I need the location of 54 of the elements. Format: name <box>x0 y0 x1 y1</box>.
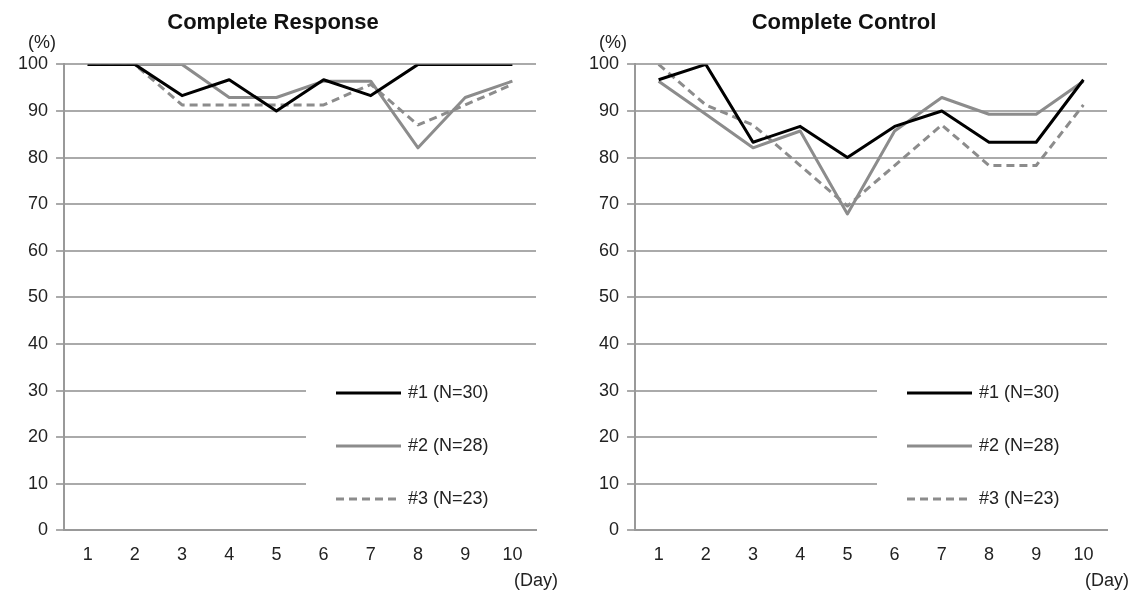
y-tick-label: 100 <box>588 53 620 74</box>
y-tick-label: 30 <box>28 379 49 400</box>
chart-title: Complete Response <box>167 9 379 35</box>
y-tick-label: 30 <box>599 379 620 400</box>
y-tick-label: 100 <box>17 53 49 74</box>
y-tick-label: 90 <box>599 99 620 120</box>
x-tick-label: 6 <box>889 544 900 565</box>
y-tick-label: 70 <box>28 193 49 214</box>
x-tick-label: 7 <box>365 544 376 565</box>
x-tick-label: 3 <box>177 544 188 565</box>
x-tick-label: 8 <box>413 544 424 565</box>
x-tick-label: 8 <box>984 544 995 565</box>
x-axis-title: (Day) <box>1085 570 1129 591</box>
x-tick-label: 2 <box>129 544 140 565</box>
x-tick-label: 9 <box>1031 544 1042 565</box>
y-tick-label: 80 <box>28 146 49 167</box>
x-axis-title: (Day) <box>514 570 558 591</box>
legend-label: #2 (N=28) <box>408 434 489 455</box>
legend-label: #2 (N=28) <box>979 434 1060 455</box>
chart-title: Complete Control <box>751 9 937 35</box>
y-tick-label: 50 <box>28 286 49 307</box>
y-axis-title: (%) <box>599 32 627 53</box>
y-tick-label: 90 <box>28 99 49 120</box>
legend-label: #1 (N=30) <box>408 381 489 402</box>
y-tick-label: 40 <box>599 332 620 353</box>
y-tick-label: 60 <box>599 239 620 260</box>
x-tick-label: 9 <box>460 544 471 565</box>
y-tick-label: 10 <box>599 472 620 493</box>
x-tick-label: 10 <box>502 544 523 565</box>
y-tick-label: 60 <box>28 239 49 260</box>
legend-label: #3 (N=23) <box>979 487 1060 508</box>
y-tick-label: 70 <box>599 193 620 214</box>
x-tick-label: 4 <box>224 544 235 565</box>
x-tick-label: 6 <box>318 544 329 565</box>
y-tick-label: 10 <box>28 472 49 493</box>
y-tick-label: 0 <box>38 519 49 540</box>
y-tick-label: 80 <box>599 146 620 167</box>
x-tick-label: 2 <box>700 544 711 565</box>
x-tick-label: 4 <box>795 544 806 565</box>
y-tick-label: 20 <box>28 426 49 447</box>
y-tick-label: 20 <box>599 426 620 447</box>
y-tick-label: 0 <box>609 519 620 540</box>
legend-label: #1 (N=30) <box>979 381 1060 402</box>
x-tick-label: 5 <box>842 544 853 565</box>
y-axis-title: (%) <box>28 32 56 53</box>
x-tick-label: 7 <box>936 544 947 565</box>
y-tick-label: 40 <box>28 332 49 353</box>
x-tick-label: 5 <box>271 544 282 565</box>
x-tick-label: 3 <box>748 544 759 565</box>
legend-label: #3 (N=23) <box>408 487 489 508</box>
x-tick-label: 10 <box>1073 544 1094 565</box>
x-tick-label: 1 <box>653 544 664 565</box>
x-tick-label: 1 <box>82 544 93 565</box>
y-tick-label: 50 <box>599 286 620 307</box>
